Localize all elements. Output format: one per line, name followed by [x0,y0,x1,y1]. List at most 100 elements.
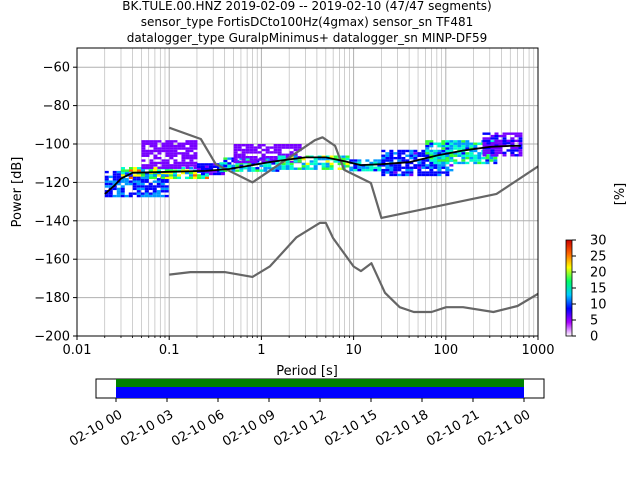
timeline-tick-label: 02-11 00 [475,407,533,449]
pdf-cell [494,154,499,157]
pdf-cell [181,147,186,150]
pdf-cell [441,161,446,165]
pdf-cell [482,132,487,135]
pdf-cell [385,164,390,167]
pdf-cell [177,152,182,155]
pdf-cell [437,144,442,148]
pdf-cell [389,154,394,157]
pdf-cell [140,192,145,195]
pdf-cell [177,147,182,150]
pdf-cell [449,154,454,157]
pdf-cell [377,159,382,162]
pdf-cell [273,146,278,149]
pdf-cell [116,173,121,176]
pdf-cell [269,146,274,149]
pdf-cell [409,166,414,169]
pdf-cell [247,162,252,165]
pdf-cell [200,163,205,166]
pdf-cell [253,148,258,152]
pdf-cell [325,155,330,158]
pdf-cell [249,158,254,161]
pdf-cell [108,190,113,193]
pdf-cell [433,152,438,155]
pdf-cell [128,167,133,170]
timeline-tick-label: 02-10 18 [373,407,431,449]
pdf-cell [192,176,197,180]
pdf-cell [161,144,166,148]
pdf-cell [265,156,270,159]
pdf-cell [409,161,414,165]
pdf-cell [196,163,201,166]
colorbar-tick-label: 5 [590,314,598,329]
pdf-cell [437,149,442,153]
pdf-cell [144,194,149,198]
pdf-cell [469,152,474,155]
colorbar-tick-label: 20 [590,266,607,281]
pdf-cell [425,166,430,169]
pdf-cell [128,194,133,198]
pdf-cell [237,153,242,156]
pdf-cell [173,152,178,155]
pdf-cell [120,194,125,198]
pdf-cell [461,159,466,162]
pdf-cell [261,156,266,159]
pdf-cell [385,159,390,162]
pdf-cell [465,140,470,143]
pdf-cell [253,160,258,164]
pdf-cell [437,166,442,169]
pdf-cell [485,156,490,160]
pdf-cell [417,171,422,174]
pdf-cell [433,142,438,145]
pdf-cell [485,159,490,162]
pdf-cell [494,142,499,145]
pdf-cell [285,165,290,168]
pdf-cell [405,171,410,174]
pdf-cell [261,148,266,152]
pdf-cell [397,166,402,169]
pdf-cell [453,147,458,150]
pdf-cell [518,149,523,152]
pdf-cell [313,167,318,170]
pdf-cell [325,167,330,170]
pdf-cell [277,148,282,152]
pdf-cell [489,140,494,143]
pdf-cell [124,180,129,183]
pdf-cell [257,151,262,154]
chart-title-line-0: BK.TULE.00.HNZ 2019-02-09 -- 2019-02-10 … [122,0,491,13]
pdf-cell [189,154,194,157]
pdf-cell [482,154,487,157]
pdf-cell [235,169,240,172]
pdf-cell [425,154,430,157]
pdf-cell [445,168,450,172]
pdf-cell [441,147,446,150]
pdf-cell [104,175,109,179]
pdf-cell [156,174,161,177]
pdf-cell [173,154,178,157]
colorbar-bar [565,239,573,337]
pdf-cell [189,147,194,150]
pdf-cell [144,178,149,181]
pdf-cell [349,159,354,162]
pdf-cell [188,167,193,170]
pdf-cell [465,161,470,165]
pdf-cell [490,144,495,147]
pdf-cell [494,149,499,152]
pdf-cell [165,164,170,167]
pdf-cell [192,174,197,177]
pdf-cell [249,156,254,159]
pdf-cell [389,156,394,160]
pdf-cell [413,149,418,153]
pdf-cell [457,142,462,145]
pdf-cell [176,176,181,180]
pdf-cell [397,152,402,155]
pdf-cell [164,190,169,193]
pdf-cell [104,170,109,174]
pdf-cell [309,162,314,166]
pdf-cell [149,161,154,165]
pdf-cell [293,160,298,163]
pdf-cell [181,159,186,162]
pdf-cell [227,164,232,168]
pdf-cell [473,161,478,165]
pdf-cell [510,139,515,143]
pdf-cell [510,132,515,135]
